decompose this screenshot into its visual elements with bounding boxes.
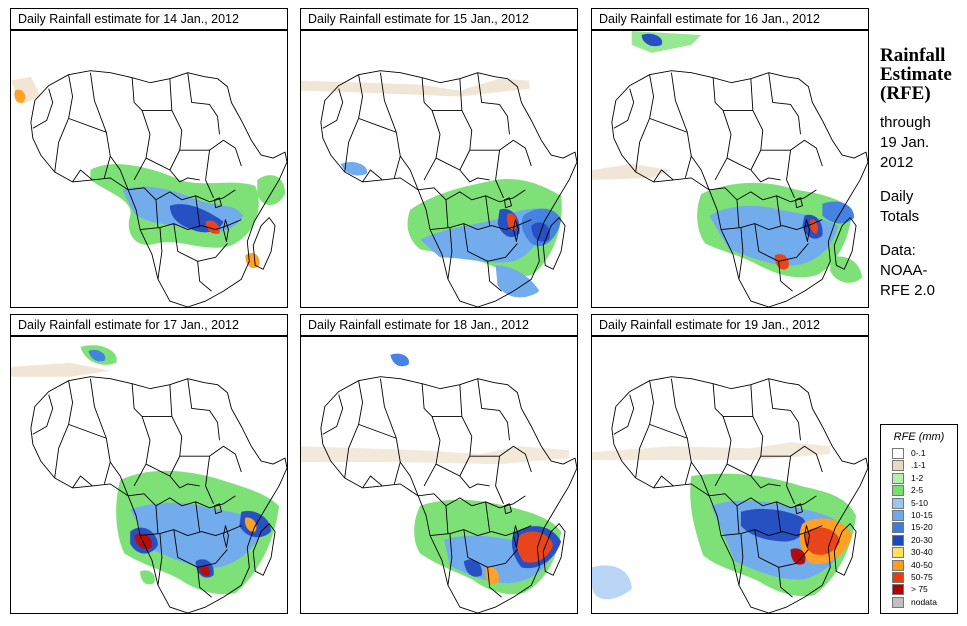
- side-title-line1: Rainfall: [880, 45, 946, 66]
- legend-swatch: [892, 522, 904, 534]
- legend-swatch: [892, 509, 904, 521]
- legend-title: RFE (mm): [893, 431, 945, 443]
- legend-label: 5-10: [911, 497, 929, 508]
- legend-item: .1-1: [881, 460, 957, 472]
- legend-item: 0-.1: [881, 448, 957, 460]
- legend-swatch: [892, 460, 904, 472]
- panel-17-jan: Daily Rainfall estimate for 17 Jan., 201…: [10, 314, 288, 614]
- legend-item: 50-75: [881, 571, 957, 584]
- legend-label: nodata: [911, 596, 937, 607]
- panel-14-jan: Daily Rainfall estimate for 14 Jan., 201…: [10, 8, 288, 308]
- side-title-line3: (RFE): [880, 83, 931, 104]
- panel-19-jan: Daily Rainfall estimate for 19 Jan., 201…: [591, 314, 869, 614]
- legend-label: 15-20: [911, 522, 933, 533]
- panel-15-jan: Daily Rainfall estimate for 15 Jan., 201…: [300, 8, 578, 308]
- rainfall-map: [10, 336, 288, 614]
- panel-18-jan: Daily Rainfall estimate for 18 Jan., 201…: [300, 314, 578, 614]
- legend-swatch: [892, 584, 904, 596]
- legend-item: 20-30: [881, 534, 957, 547]
- through-label: through: [880, 114, 931, 131]
- legend-label: > 75: [911, 584, 928, 595]
- legend-item: > 75: [881, 584, 957, 596]
- through-date: 19 Jan.: [880, 134, 930, 151]
- legend-swatch: [892, 497, 904, 509]
- legend-item: 15-20: [881, 522, 957, 534]
- rainfall-map: [10, 30, 288, 308]
- data-label: Data:: [880, 242, 916, 259]
- rainfall-map: [591, 30, 869, 308]
- legend-label: 10-15: [911, 509, 933, 520]
- data-product: RFE 2.0: [880, 282, 936, 299]
- panel-title: Daily Rainfall estimate for 14 Jan., 201…: [10, 8, 288, 30]
- side-title-line2: Estimate: [880, 64, 952, 85]
- legend-item: 2-5: [881, 485, 957, 497]
- rfe-legend: RFE (mm) 0-.1 .1-1 1-2 2-5 5-10 10-15 15-20 20-…: [880, 424, 958, 614]
- legend-label: 1-2: [911, 472, 924, 483]
- legend-swatch: [892, 472, 904, 484]
- through-year: 2012: [880, 154, 914, 171]
- totals-line2: Totals: [880, 208, 920, 225]
- legend-swatch: [892, 448, 904, 459]
- data-source: NOAA-: [880, 262, 928, 279]
- legend-item: 30-40: [881, 547, 957, 559]
- legend-label: 50-75: [911, 571, 933, 582]
- legend-item: 1-2: [881, 472, 957, 485]
- legend-item: 10-15: [881, 509, 957, 522]
- legend-label: 2-5: [911, 485, 924, 496]
- legend-label: .1-1: [911, 460, 926, 471]
- legend-label: 40-50: [911, 559, 933, 570]
- panel-title: Daily Rainfall estimate for 16 Jan., 201…: [591, 8, 869, 30]
- legend-label: 0-.1: [911, 448, 926, 458]
- legend-swatch: [892, 534, 904, 546]
- legend-swatch: [892, 571, 904, 583]
- panel-16-jan: Daily Rainfall estimate for 16 Jan., 201…: [591, 8, 869, 308]
- legend-item: 5-10: [881, 497, 957, 510]
- legend-item: nodata: [881, 596, 957, 609]
- rainfall-map: [300, 30, 578, 308]
- rainfall-overlay: [592, 442, 857, 600]
- totals-line1: Daily: [880, 188, 914, 205]
- panel-title: Daily Rainfall estimate for 17 Jan., 201…: [10, 314, 288, 336]
- legend-label: 30-40: [911, 547, 933, 558]
- panel-title: Daily Rainfall estimate for 15 Jan., 201…: [300, 8, 578, 30]
- legend-swatch: [892, 596, 904, 608]
- rainfall-map: [300, 336, 578, 614]
- panel-title: Daily Rainfall estimate for 19 Jan., 201…: [591, 314, 869, 336]
- legend-swatch: [892, 485, 904, 497]
- legend-items: 0-.1 .1-1 1-2 2-5 5-10 10-15 15-20 20-30 30-40 40…: [881, 448, 957, 609]
- legend-swatch: [892, 559, 904, 571]
- legend-swatch: [892, 547, 904, 559]
- side-info: Rainfall Estimate (RFE) through 19 Jan. …: [880, 46, 965, 301]
- panel-title: Daily Rainfall estimate for 18 Jan., 201…: [300, 314, 578, 336]
- legend-label: 20-30: [911, 534, 933, 545]
- rainfall-map: [591, 336, 869, 614]
- legend-item: 40-50: [881, 559, 957, 572]
- rainfall-overlay: [11, 345, 280, 595]
